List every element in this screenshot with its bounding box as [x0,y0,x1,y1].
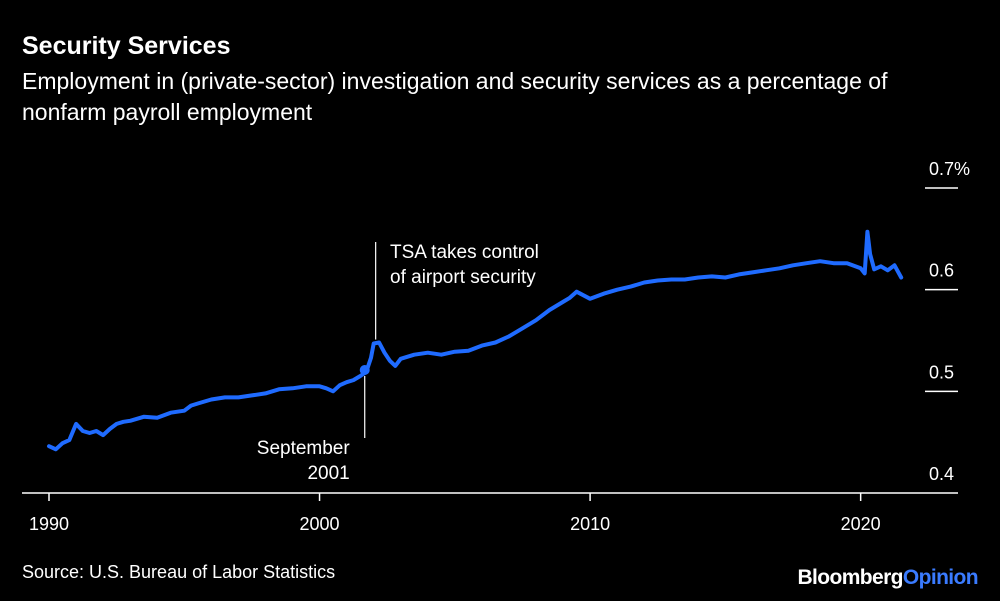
x-tick-label: 2010 [570,514,610,534]
chart-title: Security Services [22,32,231,60]
bloomberg-opinion-logo: BloombergOpinion [797,566,978,590]
brand-bloomberg: Bloomberg [797,566,903,589]
annotation-label: TSA takes control [390,242,539,263]
y-tick-label: 0.7% [929,159,970,179]
brand-opinion: Opinion [902,566,979,589]
data-point-sept-2001 [359,364,370,375]
series-line [47,229,904,452]
annotation-label: September [257,438,351,459]
x-tick-label: 2020 [841,514,881,534]
source-note: Source: U.S. Bureau of Labor Statistics [22,562,336,582]
y-tick-label: 0.6 [929,261,954,281]
x-tick-label: 1990 [29,514,69,534]
y-tick-label: 0.5 [929,362,954,382]
chart-subtitle: Employment in (private-sector) investiga… [22,68,888,125]
annotation-label: of airport security [390,267,536,288]
y-tick-label: 0.4 [929,464,954,484]
x-tick-label: 2000 [300,514,340,534]
annotation-label: 2001 [307,463,349,484]
